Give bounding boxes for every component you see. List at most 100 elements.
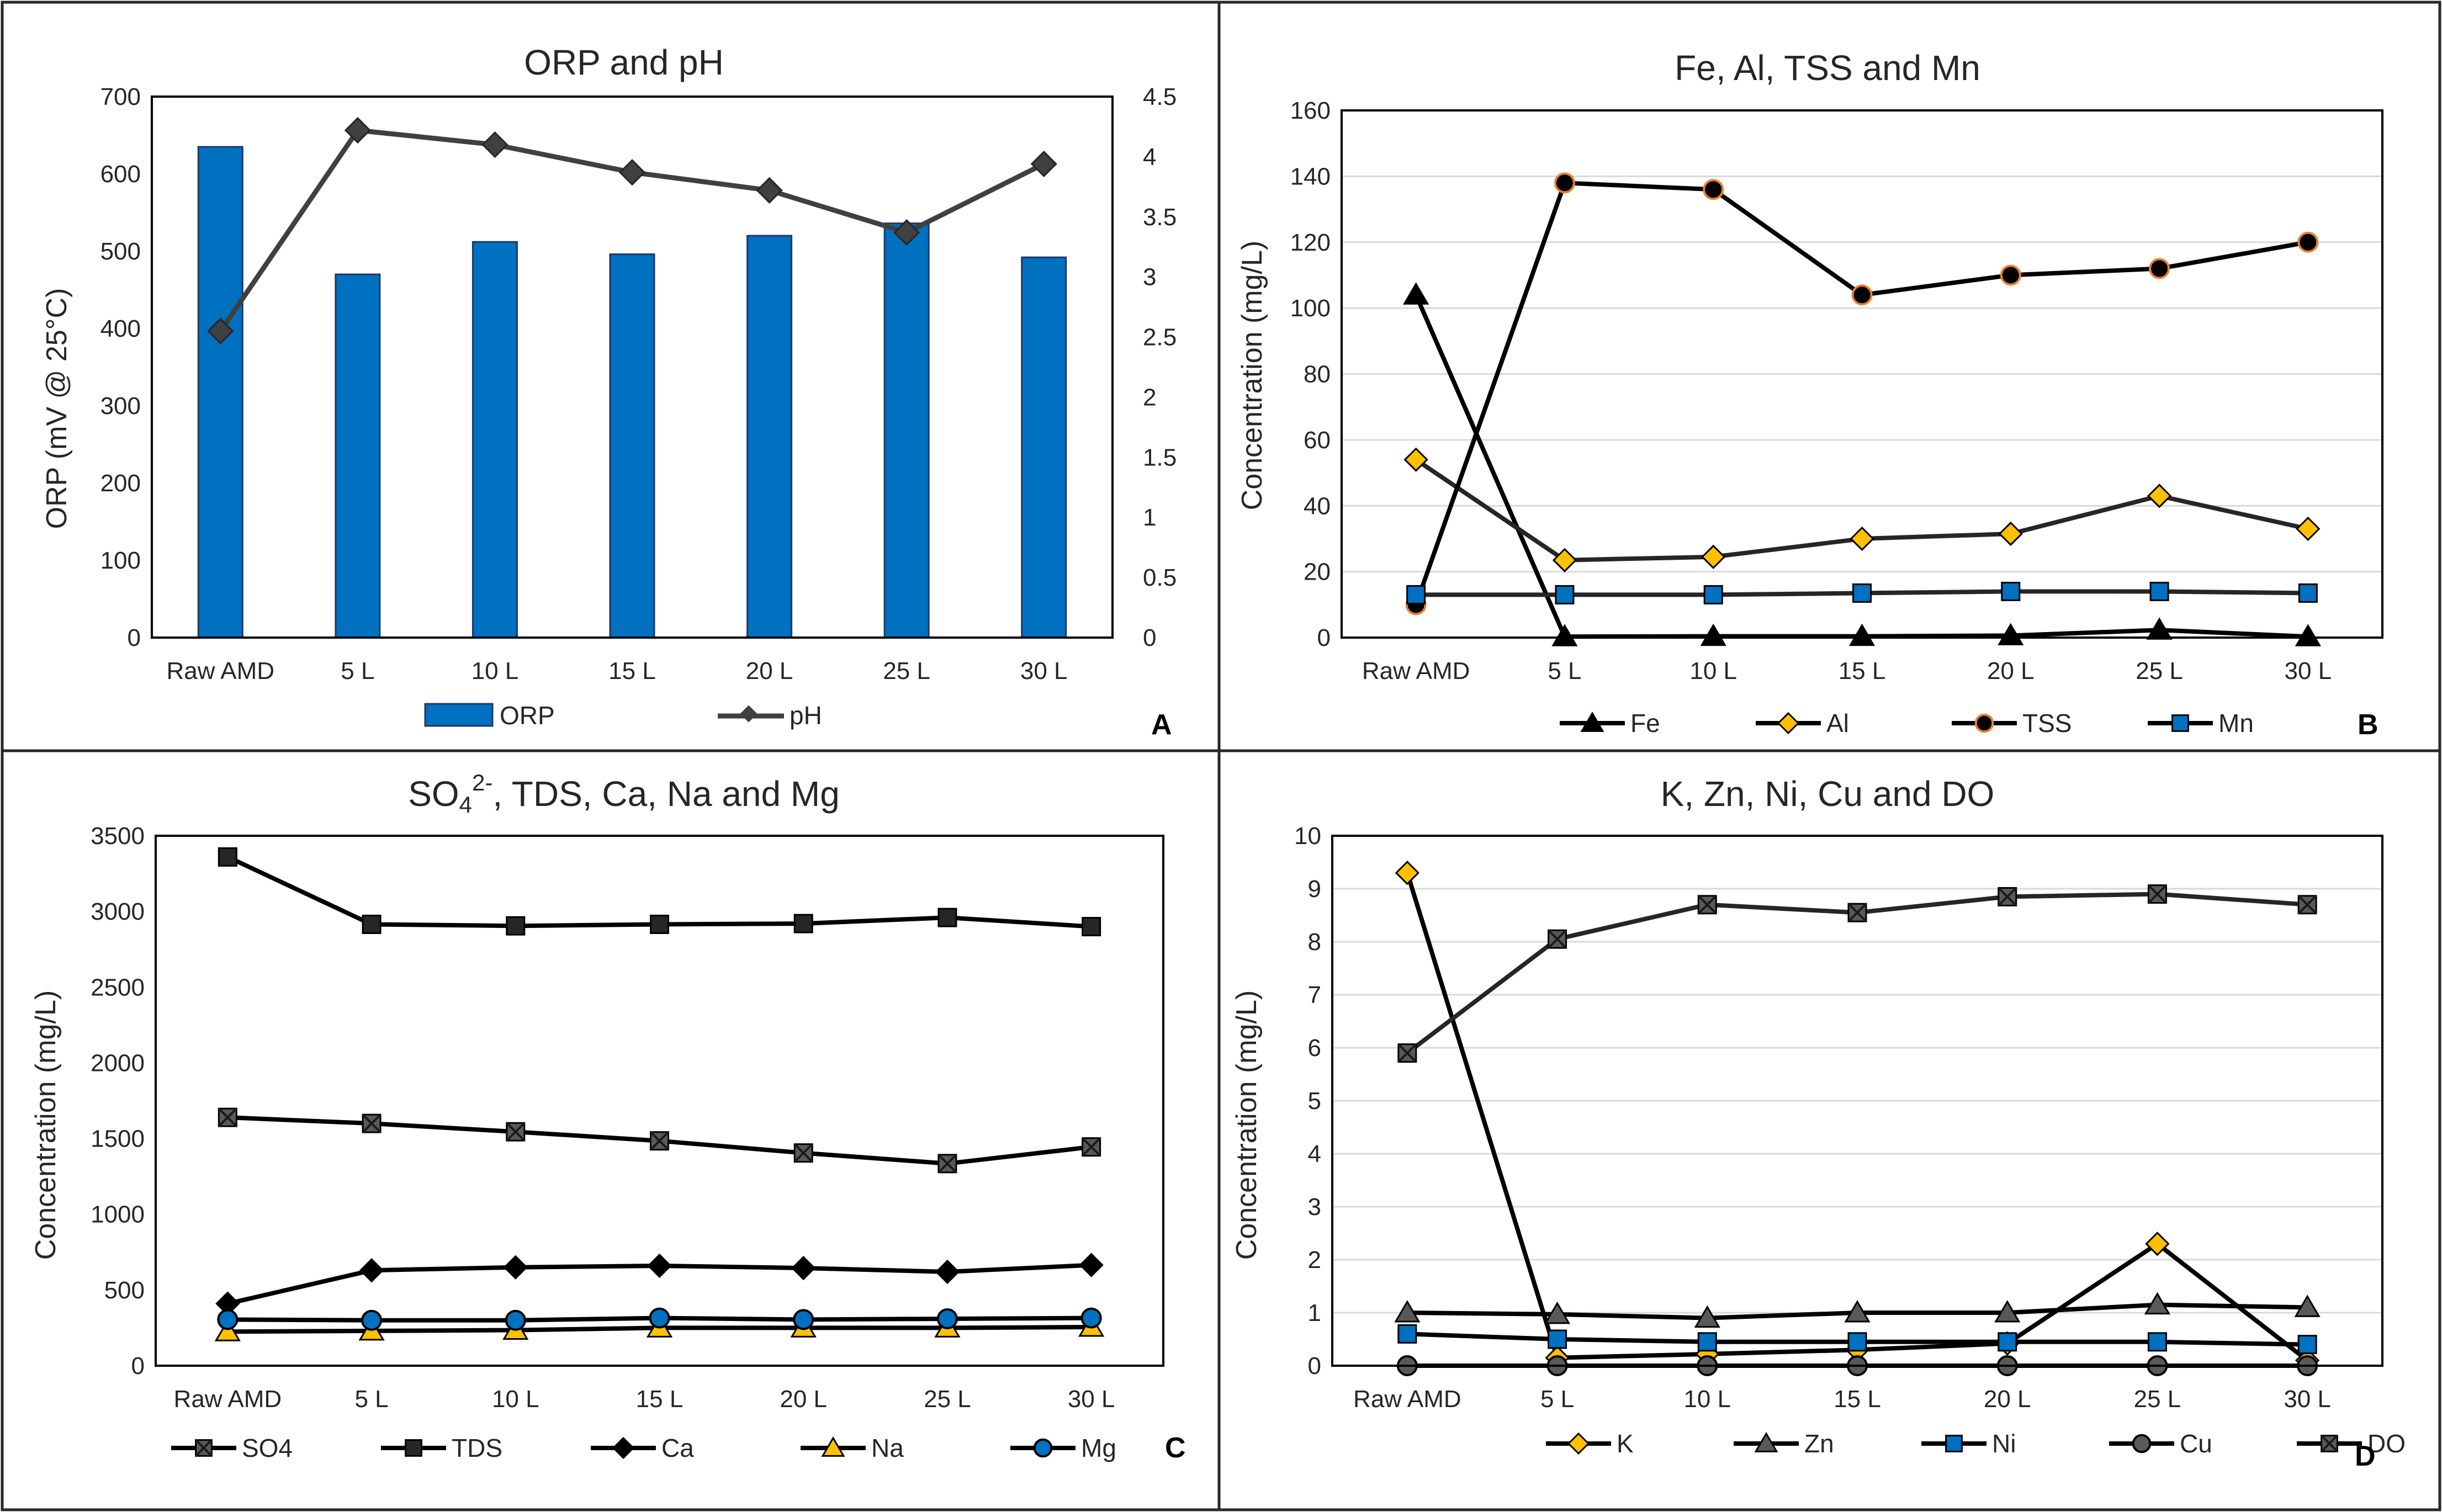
do-point-25-l — [2147, 884, 2167, 904]
legend-so4-label: SO4 — [242, 1434, 293, 1462]
ni-point-15-l — [1847, 1332, 1867, 1352]
chart-a-ytick-0: 0 — [128, 624, 141, 651]
chart-a-y2tick-3: 1.5 — [1143, 444, 1177, 471]
tds-point-15-l — [650, 914, 669, 934]
mg-point-30-l — [1080, 1307, 1102, 1329]
mg-point-5-l — [361, 1309, 383, 1331]
chart-a-ytick-2: 200 — [100, 470, 141, 497]
chart-c-title-sup: 2- — [472, 770, 492, 795]
chart-b-xtick-20-l: 20 L — [1987, 657, 2035, 685]
chart-d-ytick-1: 1 — [1308, 1299, 1321, 1327]
legend-mg-label: Mg — [1081, 1434, 1116, 1462]
chart-a-xtick-10-l: 10 L — [472, 657, 519, 685]
legend-ca-label: Ca — [661, 1434, 694, 1462]
chart-b-ytick-3: 60 — [1304, 427, 1331, 454]
tss-point-10-l — [1703, 179, 1724, 200]
tds-point-25-l — [937, 908, 957, 927]
chart-a-xtick-30-l: 30 L — [1020, 657, 1068, 685]
zn-point-5-l — [1544, 1301, 1571, 1324]
chart-c-xtick-25-l: 25 L — [924, 1386, 971, 1413]
series-al — [1403, 447, 2321, 572]
legend-al-marker — [1777, 712, 1800, 735]
chart-b-title: Fe, Al, TSS and Mn — [1675, 48, 1980, 88]
chart-a-y2tick-9: 4.5 — [1143, 83, 1177, 110]
panel-c-letter: C — [1165, 1432, 1186, 1464]
chart-d-ytick-10: 10 — [1294, 823, 1321, 850]
ph-point-30-l — [1030, 150, 1057, 178]
fe-point-15-l — [1848, 623, 1876, 646]
series-tss — [1405, 172, 2319, 616]
orp-bar-25-l — [883, 222, 930, 639]
tss-point-30-l — [2297, 231, 2319, 253]
legend-orp-swatch — [424, 703, 494, 727]
series-so4 — [218, 1107, 1101, 1174]
chart-a-y2tick-5: 2.5 — [1143, 324, 1177, 351]
orp-bar-20-l — [746, 235, 793, 639]
ph-point-20-l — [756, 177, 783, 204]
chart-c-xtick-20-l: 20 L — [780, 1386, 827, 1413]
chart-d-xtick-5-l: 5 L — [1540, 1386, 1574, 1413]
chart-a-ylabel: ORP (mV @ 25°C) — [41, 288, 73, 529]
ni-point-10-l — [1697, 1332, 1717, 1352]
do-point-20-l-cross-2 — [1998, 887, 2017, 906]
so4-point-raw-amd-cross-2 — [218, 1107, 237, 1127]
do-point-10-l-cross-2 — [1697, 895, 1717, 915]
chart-d-ytick-3: 3 — [1308, 1193, 1321, 1221]
legend-k-label: K — [1617, 1429, 1634, 1458]
chart-d-legend: K Zn Ni Cu DO — [1546, 1429, 2406, 1458]
chart-c-xtick-15-l: 15 L — [636, 1386, 684, 1413]
legend-na-label: Na — [871, 1434, 904, 1462]
fe-point-20-l — [1998, 623, 2024, 645]
chart-a-y2tick-7: 3.5 — [1143, 204, 1177, 231]
legend-orp-label: ORP — [500, 701, 555, 730]
panel-a-chart: ORP and pH ORP (mV @ 25°C) 0100200300400… — [41, 43, 1177, 741]
panel-a-letter: A — [1151, 709, 1172, 741]
legend-k: K — [1546, 1429, 1634, 1458]
chart-c-plot-frame — [155, 835, 1164, 1367]
legend-so4-marker — [195, 1439, 213, 1457]
chart-b-legend: Fe Al TSS Mn — [1560, 709, 2254, 738]
ca-point-25-l — [935, 1259, 960, 1285]
legend-fe-marker — [1580, 712, 1604, 732]
so4-point-15-l-cross-2 — [650, 1131, 669, 1151]
chart-a-ytick-1: 100 — [100, 547, 141, 574]
ni-point-30-l — [2297, 1335, 2317, 1355]
chart-c-legend: SO4 TDS Ca Na Mg — [171, 1434, 1116, 1462]
legend-zn: Zn — [1734, 1429, 1834, 1458]
tss-point-25-l — [2149, 258, 2170, 279]
fe-point-25-l — [2146, 617, 2173, 640]
legend-cu: Cu — [2109, 1429, 2212, 1458]
chart-d-xtick-15-l: 15 L — [1834, 1386, 1881, 1413]
chart-c-ylabel: Concentration (mg/L) — [30, 990, 62, 1260]
tds-point-raw-amd — [218, 847, 237, 867]
chart-c-xtick-30-l: 30 L — [1068, 1386, 1115, 1413]
so4-point-25-l — [937, 1154, 957, 1174]
chart-a-xtick-20-l: 20 L — [746, 657, 793, 685]
do-point-5-l-cross-2 — [1548, 929, 1567, 949]
al-point-5-l — [1552, 548, 1577, 572]
chart-d-ytick-0: 0 — [1308, 1352, 1321, 1380]
chart-d-xtick-30-l: 30 L — [2284, 1386, 2331, 1413]
chart-d-xtick-10-l: 10 L — [1683, 1386, 1731, 1413]
k-point-25-l — [2145, 1232, 2170, 1256]
legend-ca-marker — [612, 1436, 635, 1460]
chart-b-xtick-raw-amd: Raw AMD — [1362, 657, 1470, 685]
chart-c-ytick-4: 2000 — [91, 1049, 145, 1076]
al-point-20-l — [1998, 521, 2023, 547]
mn-point-15-l — [1852, 583, 1872, 603]
zn-point-10-l — [1694, 1305, 1720, 1328]
series-ni — [1397, 1324, 2317, 1355]
mn-point-5-l — [1555, 585, 1575, 604]
zn-point-20-l — [1994, 1300, 2021, 1323]
chart-d-xtick-25-l: 25 L — [2134, 1386, 2181, 1413]
orp-bar-5-l — [335, 273, 381, 639]
legend-ph-marker — [740, 705, 758, 723]
chart-a-xtick-15-l: 15 L — [608, 657, 656, 685]
chart-b-xtick-5-l: 5 L — [1548, 657, 1581, 685]
chart-b-ytick-6: 120 — [1290, 229, 1331, 256]
chart-a-title: ORP and pH — [524, 43, 724, 82]
al-point-raw-amd — [1403, 447, 1428, 472]
legend-so4: SO4 — [171, 1434, 293, 1462]
chart-a-y2tick-1: 0.5 — [1143, 564, 1177, 591]
series-ca — [215, 1253, 1104, 1316]
